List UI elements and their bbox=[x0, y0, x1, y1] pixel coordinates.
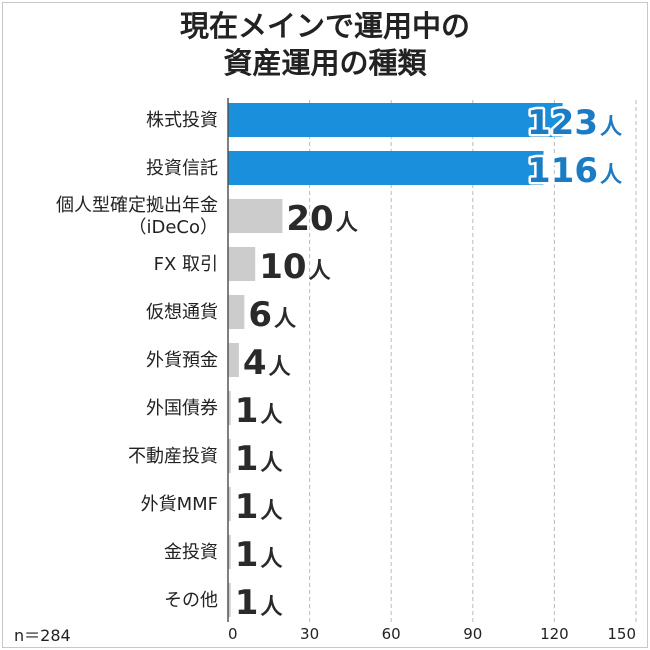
category-label-2-line-0: 個人型確定拠出年金 bbox=[56, 195, 218, 216]
category-label-6: 外国債券 bbox=[146, 398, 218, 419]
value-number-1: 116 bbox=[527, 151, 598, 191]
value-label-2: 20人 bbox=[286, 199, 357, 239]
value-number-5: 4 bbox=[243, 343, 267, 383]
category-label-9: 金投資 bbox=[164, 542, 218, 563]
x-tick-label-0: 0 bbox=[228, 625, 238, 643]
category-label-2: 個人型確定拠出年金（iDeCo） bbox=[56, 195, 218, 238]
x-tick-label-30: 30 bbox=[300, 625, 319, 643]
value-label-10: 1人 bbox=[235, 583, 283, 623]
bar-0 bbox=[228, 103, 563, 137]
chart-title-line-1: 現在メインで運用中の bbox=[179, 9, 470, 43]
value-label-5: 4人 bbox=[243, 343, 291, 383]
category-label-5: 外貨預金 bbox=[146, 350, 218, 371]
value-unit-3: 人 bbox=[309, 259, 331, 284]
value-number-6: 1 bbox=[235, 391, 259, 431]
category-label-0: 株式投資 bbox=[146, 110, 218, 131]
value-unit-5: 人 bbox=[269, 355, 291, 380]
value-unit-1: 人 bbox=[600, 163, 622, 188]
value-number-4: 6 bbox=[248, 295, 272, 335]
bar-10 bbox=[228, 583, 231, 617]
bar-6 bbox=[228, 391, 231, 425]
value-number-7: 1 bbox=[235, 439, 259, 479]
bar-7 bbox=[228, 439, 231, 473]
chart-title: 現在メインで運用中の 資産運用の種類 bbox=[0, 8, 650, 82]
bar-8 bbox=[228, 487, 231, 521]
x-tick-label-90: 90 bbox=[463, 625, 482, 643]
category-label-3: FX 取引 bbox=[154, 254, 218, 275]
bar-5 bbox=[228, 343, 239, 377]
sample-size-note: n＝284 bbox=[14, 626, 71, 645]
value-unit-4: 人 bbox=[274, 307, 296, 332]
value-label-7: 1人 bbox=[235, 439, 283, 479]
value-unit-0: 人 bbox=[600, 115, 622, 140]
value-label-8: 1人 bbox=[235, 487, 283, 527]
value-label-1: 116人 bbox=[527, 151, 622, 191]
category-label-8: 外貨MMF bbox=[141, 494, 218, 515]
category-label-10: その他 bbox=[164, 590, 218, 611]
category-label-2-line-1: （iDeCo） bbox=[128, 217, 218, 238]
x-tick-label-150: 150 bbox=[607, 625, 636, 643]
value-number-3: 10 bbox=[259, 247, 306, 287]
value-label-4: 6人 bbox=[248, 295, 296, 335]
bar-3 bbox=[228, 247, 256, 281]
value-label-9: 1人 bbox=[235, 535, 283, 575]
value-unit-10: 人 bbox=[260, 595, 282, 620]
value-unit-8: 人 bbox=[260, 499, 282, 524]
value-number-2: 20 bbox=[286, 199, 333, 239]
value-unit-6: 人 bbox=[260, 403, 282, 428]
value-label-0: 123人 bbox=[527, 103, 622, 143]
value-unit-9: 人 bbox=[260, 547, 282, 572]
value-unit-2: 人 bbox=[336, 211, 358, 236]
x-tick-label-60: 60 bbox=[382, 625, 401, 643]
value-label-3: 10人 bbox=[259, 247, 330, 287]
value-number-9: 1 bbox=[235, 535, 259, 575]
category-label-1: 投資信託 bbox=[146, 158, 218, 179]
value-unit-7: 人 bbox=[260, 451, 282, 476]
category-label-4: 仮想通貨 bbox=[146, 302, 218, 323]
value-number-10: 1 bbox=[235, 583, 259, 623]
chart-title-line-2: 資産運用の種類 bbox=[223, 46, 427, 80]
category-label-7: 不動産投資 bbox=[128, 446, 218, 467]
bar-2 bbox=[228, 199, 283, 233]
value-number-0: 123 bbox=[527, 103, 598, 143]
x-tick-label-120: 120 bbox=[540, 625, 569, 643]
bar-1 bbox=[228, 151, 544, 185]
value-label-6: 1人 bbox=[235, 391, 283, 431]
bar-4 bbox=[228, 295, 245, 329]
bar-9 bbox=[228, 535, 231, 569]
value-number-8: 1 bbox=[235, 487, 259, 527]
